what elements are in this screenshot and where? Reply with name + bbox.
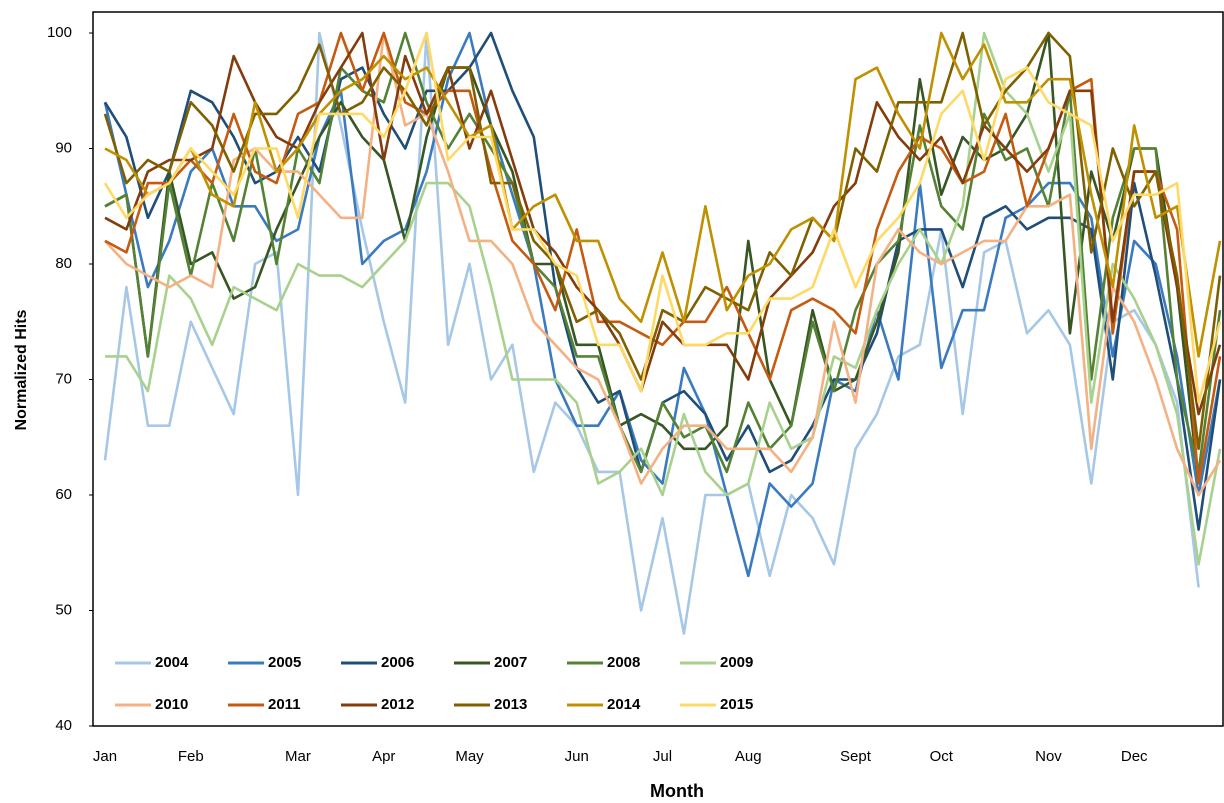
series-line bbox=[104, 31, 1222, 485]
y-tick-label: 100 bbox=[47, 24, 72, 41]
y-tick-label: 70 bbox=[55, 370, 72, 387]
legend-label: 2006 bbox=[381, 654, 414, 671]
legend-label: 2011 bbox=[268, 696, 301, 713]
x-tick-label: May bbox=[455, 748, 484, 765]
x-tick-label: Jul bbox=[653, 748, 672, 765]
legend-label: 2008 bbox=[607, 654, 640, 671]
x-tick-label: Feb bbox=[178, 748, 204, 765]
series-line bbox=[104, 31, 1222, 497]
legend-label: 2010 bbox=[155, 696, 188, 713]
x-tick-label: Dec bbox=[1121, 748, 1148, 765]
y-tick-label: 80 bbox=[55, 255, 72, 272]
series-line bbox=[104, 31, 1222, 416]
series-line bbox=[105, 31, 1222, 566]
x-tick-label: Jun bbox=[565, 748, 589, 765]
x-tick-label: Sept bbox=[840, 748, 872, 765]
legend-label: 2005 bbox=[268, 654, 301, 671]
series-line bbox=[104, 31, 1222, 474]
y-tick-label: 50 bbox=[55, 601, 72, 618]
y-axis-title: Normalized Hits bbox=[13, 309, 30, 430]
series-line bbox=[103, 31, 1200, 635]
legend-label: 2009 bbox=[720, 654, 753, 671]
legend-label: 2007 bbox=[494, 654, 527, 671]
series-line bbox=[103, 31, 1222, 578]
series-line bbox=[103, 31, 1222, 404]
series-line bbox=[104, 31, 1200, 484]
series-line bbox=[103, 31, 1222, 451]
x-tick-label: Apr bbox=[372, 748, 395, 765]
legend-label: 2004 bbox=[155, 654, 189, 671]
series-line bbox=[104, 31, 1222, 358]
x-tick-label: Oct bbox=[930, 748, 954, 765]
y-tick-label: 60 bbox=[55, 486, 72, 503]
x-axis-title: Month bbox=[650, 781, 704, 801]
x-tick-label: Aug bbox=[735, 748, 762, 765]
x-tick-label: Mar bbox=[285, 748, 311, 765]
plot-frame bbox=[92, 11, 1224, 727]
legend-label: 2014 bbox=[607, 696, 641, 713]
legend-label: 2015 bbox=[720, 696, 753, 713]
legend-label: 2013 bbox=[494, 696, 527, 713]
x-tick-label: Jan bbox=[93, 748, 117, 765]
y-tick-label: 40 bbox=[55, 717, 72, 734]
legend-label: 2012 bbox=[381, 696, 414, 713]
x-tick-label: Nov bbox=[1035, 748, 1062, 765]
y-tick-label: 90 bbox=[55, 139, 72, 156]
